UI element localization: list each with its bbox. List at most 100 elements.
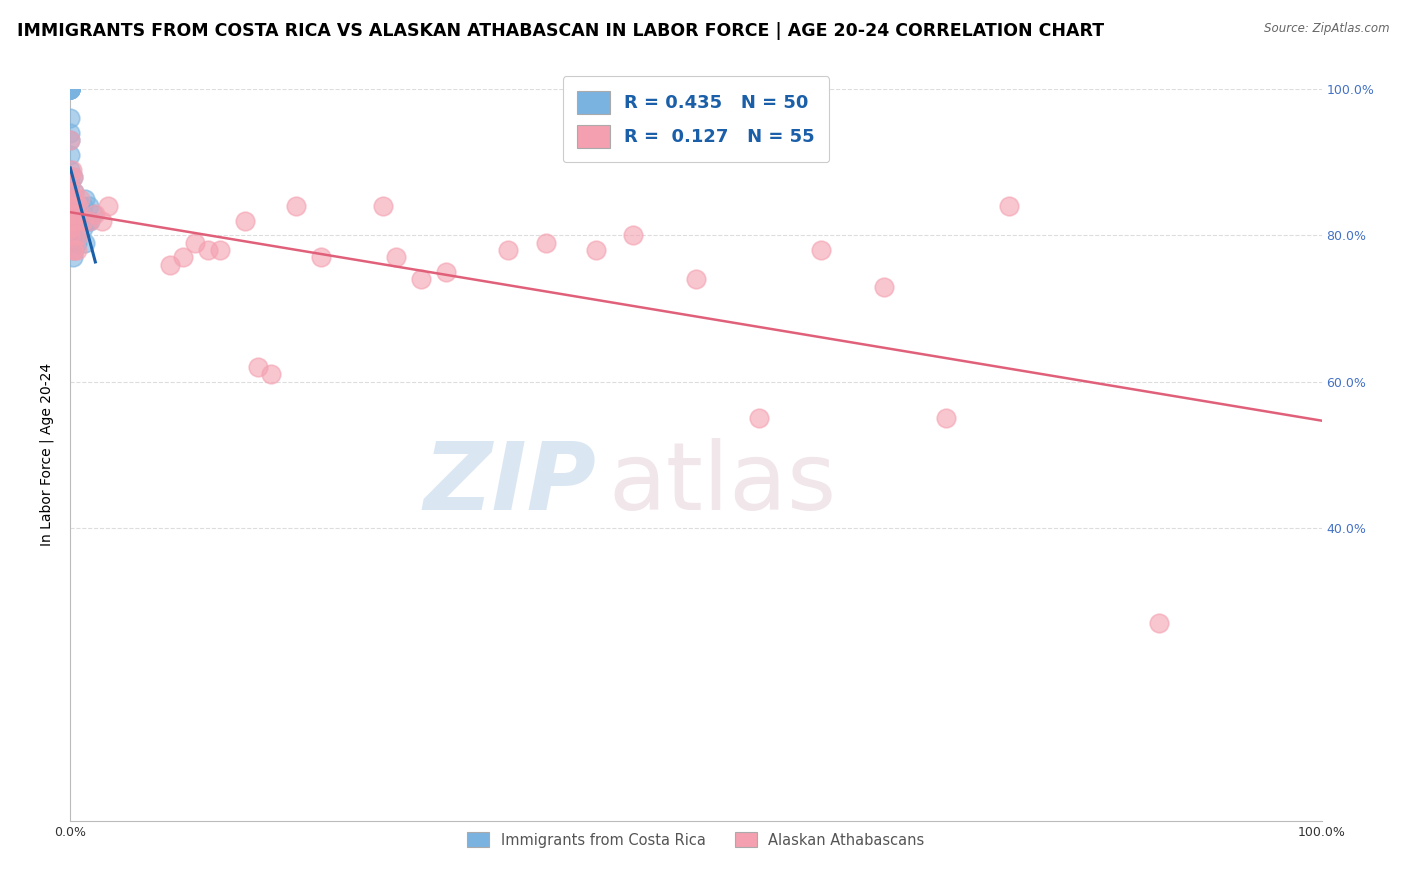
Point [59, 169, 82, 184]
Point [997, 199, 1019, 213]
Point [77, 214, 100, 228]
Point [59, 82, 82, 96]
Legend: Immigrants from Costa Rica, Alaskan Athabascans: Immigrants from Costa Rica, Alaskan Atha… [461, 827, 931, 854]
Point [59, 199, 82, 213]
Point [79, 214, 101, 228]
Point [59, 214, 82, 228]
Point [62, 169, 84, 184]
Point [59, 206, 82, 220]
Text: Source: ZipAtlas.com: Source: ZipAtlas.com [1264, 22, 1389, 36]
Point [172, 251, 194, 265]
Point [59, 206, 82, 220]
Point [534, 235, 557, 250]
Point [384, 251, 406, 265]
Text: ZIP: ZIP [423, 438, 596, 530]
Point [59, 82, 82, 96]
Point [60, 214, 83, 228]
Point [59, 82, 82, 96]
Point [59, 133, 82, 147]
Point [63, 185, 86, 199]
Point [59, 192, 82, 206]
Point [59, 235, 82, 250]
Point [65, 199, 87, 213]
Point [62, 251, 84, 265]
Point [59, 162, 82, 177]
Point [76, 214, 98, 228]
Point [748, 411, 770, 425]
Point [63, 185, 86, 199]
Point [67, 199, 90, 213]
Point [810, 243, 832, 257]
Point [371, 199, 394, 213]
Point [82, 206, 104, 220]
Y-axis label: In Labor Force | Age 20-24: In Labor Force | Age 20-24 [39, 363, 55, 547]
Point [935, 411, 957, 425]
Point [59, 82, 82, 96]
Point [65, 206, 87, 220]
Point [72, 214, 94, 228]
Point [872, 279, 894, 293]
Point [59, 214, 82, 228]
Point [59, 185, 82, 199]
Point [235, 214, 257, 228]
Point [69, 214, 91, 228]
Point [62, 169, 84, 184]
Point [97, 199, 120, 213]
Point [60, 206, 83, 220]
Point [1147, 616, 1170, 631]
Point [59, 228, 82, 243]
Point [59, 112, 82, 126]
Point [59, 148, 82, 162]
Point [284, 199, 307, 213]
Point [197, 243, 219, 257]
Point [63, 243, 86, 257]
Point [65, 243, 87, 257]
Text: IMMIGRANTS FROM COSTA RICA VS ALASKAN ATHABASCAN IN LABOR FORCE | AGE 20-24 CORR: IMMIGRANTS FROM COSTA RICA VS ALASKAN AT… [17, 22, 1104, 40]
Point [66, 214, 89, 228]
Point [62, 206, 84, 220]
Point [77, 199, 100, 213]
Point [209, 243, 232, 257]
Point [59, 221, 82, 235]
Point [585, 243, 607, 257]
Point [184, 235, 207, 250]
Point [63, 214, 86, 228]
Point [69, 192, 91, 206]
Point [59, 133, 82, 147]
Point [65, 228, 87, 243]
Point [685, 272, 707, 286]
Point [159, 258, 181, 272]
Point [59, 82, 82, 96]
Point [72, 199, 94, 213]
Point [62, 228, 84, 243]
Point [75, 235, 97, 250]
Point [60, 192, 83, 206]
Point [259, 368, 281, 382]
Point [621, 228, 644, 243]
Point [247, 360, 270, 375]
Point [72, 221, 94, 235]
Point [63, 243, 86, 257]
Text: atlas: atlas [609, 438, 837, 530]
Point [59, 228, 82, 243]
Point [67, 228, 90, 243]
Point [59, 82, 82, 96]
Point [59, 82, 82, 96]
Point [59, 126, 82, 140]
Point [75, 192, 97, 206]
Point [90, 214, 112, 228]
Point [65, 192, 87, 206]
Point [84, 206, 107, 220]
Point [60, 162, 83, 177]
Point [66, 199, 89, 213]
Point [65, 235, 87, 250]
Point [59, 185, 82, 199]
Point [65, 206, 87, 220]
Point [65, 228, 87, 243]
Point [59, 199, 82, 213]
Point [409, 272, 432, 286]
Point [60, 228, 83, 243]
Point [59, 178, 82, 192]
Point [63, 214, 86, 228]
Point [59, 82, 82, 96]
